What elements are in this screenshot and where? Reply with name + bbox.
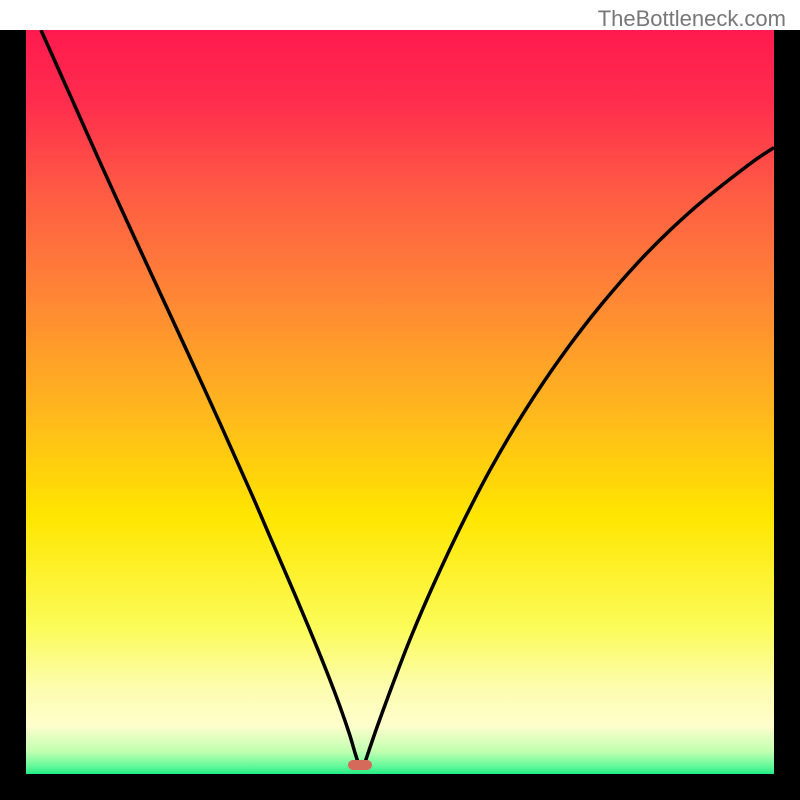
- figure-container: TheBottleneck.com: [0, 0, 800, 800]
- curve-left-branch: [41, 30, 359, 765]
- plot-frame: [0, 30, 800, 800]
- notch-marker: [348, 760, 372, 770]
- curve-plot: [26, 30, 774, 774]
- plot-area: [26, 30, 774, 774]
- curve-right-branch: [364, 148, 774, 766]
- watermark-text: TheBottleneck.com: [598, 6, 786, 32]
